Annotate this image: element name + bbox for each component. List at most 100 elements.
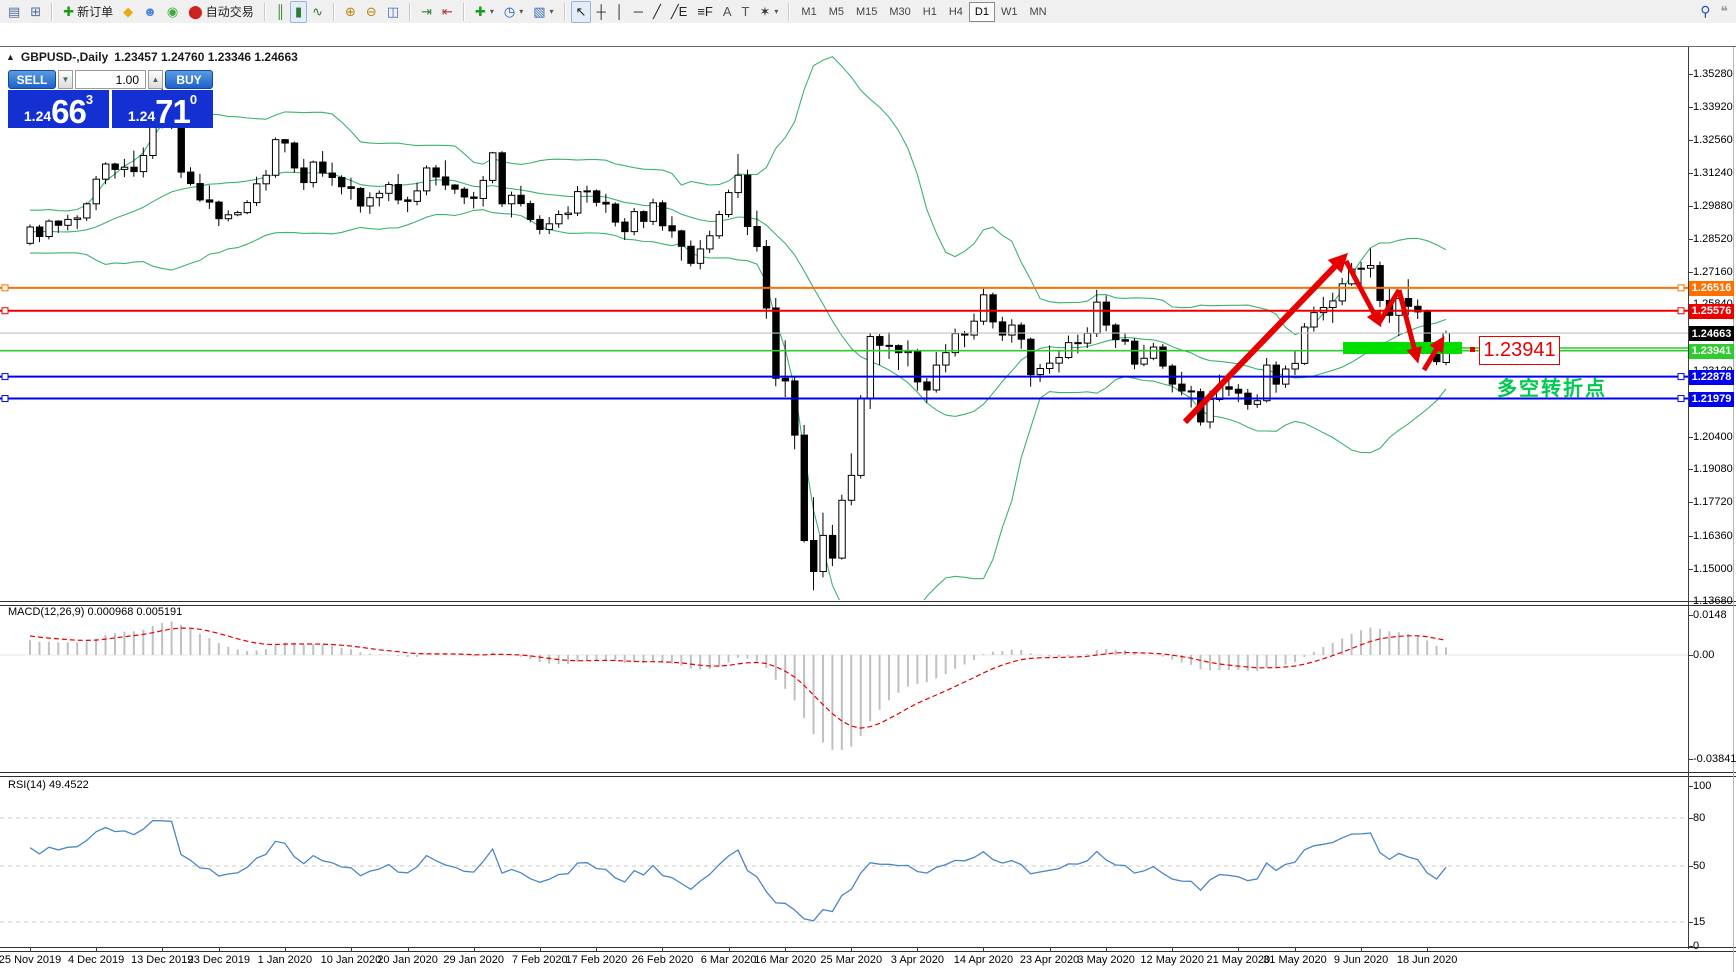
support-level-callout[interactable]: 1.23941 xyxy=(1479,336,1560,365)
candle-body xyxy=(1310,312,1318,328)
date-tick-label: 25 Nov 2019 xyxy=(0,954,62,966)
candle-body xyxy=(545,223,554,230)
candle-body xyxy=(54,220,63,226)
date-tick-label: 12 May 2020 xyxy=(1140,954,1205,966)
macd-tick xyxy=(1689,655,1693,656)
indicators-icon[interactable]: ✚ ▾ xyxy=(470,1,499,23)
buy-price-display[interactable]: 1.24 71 0 xyxy=(112,90,213,128)
zigzag-arrow[interactable] xyxy=(1396,289,1422,364)
candle-body xyxy=(942,352,950,366)
toolbar-separator xyxy=(263,2,266,21)
line-handle[interactable] xyxy=(1677,373,1685,381)
line-handle[interactable] xyxy=(1677,307,1685,315)
candle-body xyxy=(1197,391,1205,423)
text-label-icon[interactable]: T xyxy=(737,1,755,23)
new-order-button[interactable]: ✚ 新订单 xyxy=(58,1,118,23)
timeframe-button-M5[interactable]: M5 xyxy=(828,5,844,18)
zigzag-arrow[interactable] xyxy=(1343,259,1382,328)
timeframe-button-M15[interactable]: M15 xyxy=(855,5,878,18)
metaeditor-icon[interactable]: ◆ xyxy=(118,1,138,23)
market-watch-icon[interactable]: ▤ xyxy=(3,1,25,23)
candle-body xyxy=(1093,301,1101,334)
line-handle[interactable] xyxy=(1,284,9,292)
date-tick-label: 18 Jun 2020 xyxy=(1396,954,1458,966)
sell-price-display[interactable]: 1.24 66 3 xyxy=(8,90,109,128)
date-tick-label: 23 Dec 2019 xyxy=(187,954,250,966)
line-handle[interactable] xyxy=(1677,395,1685,403)
indicators-icon: ✚ xyxy=(474,4,486,19)
chart-candles-icon[interactable]: ▮ xyxy=(289,0,308,23)
timeframe-button-W1[interactable]: W1 xyxy=(1000,5,1018,18)
date-tick-label: 3 May 2020 xyxy=(1077,954,1135,966)
zoom-in-icon[interactable]: ⊕ xyxy=(340,1,361,23)
candle-body xyxy=(300,167,308,184)
candle-body xyxy=(970,320,978,336)
community-user-icon[interactable]: ☻ xyxy=(138,1,162,23)
line-handle[interactable] xyxy=(1,307,9,315)
chart-bars-icon[interactable]: ║ xyxy=(271,1,290,23)
line-handle[interactable] xyxy=(1677,284,1685,292)
zigzag-arrow[interactable] xyxy=(1376,288,1402,325)
timeframe-button-M1[interactable]: M1 xyxy=(801,5,817,18)
trendline-icon[interactable]: ╱ xyxy=(648,1,666,23)
candle-body xyxy=(847,474,856,501)
channel-icon[interactable]: ╱E xyxy=(666,1,693,23)
vline-icon[interactable]: │ xyxy=(611,1,629,23)
buy-button[interactable]: BUY xyxy=(165,70,213,89)
collapse-panel-icon[interactable]: ▲ xyxy=(6,52,15,62)
search-icon[interactable]: ⚲ xyxy=(1700,3,1711,19)
macd-indicator-label: MACD(12,26,9) 0.000968 0.005191 xyxy=(8,606,183,618)
templates-icon-dropdown[interactable]: ▾ xyxy=(549,7,554,16)
shapes-icon[interactable]: ✶ ▾ xyxy=(754,1,783,23)
periods-icon-dropdown[interactable]: ▾ xyxy=(519,7,524,16)
data-window-icon[interactable]: ⊞ xyxy=(25,1,46,23)
crosshair-icon[interactable]: ┼ xyxy=(591,1,610,23)
date-tick-label: 10 Jan 2020 xyxy=(320,954,382,966)
candle-body xyxy=(290,142,299,169)
timeframe-button-H1[interactable]: H1 xyxy=(922,5,937,18)
date-tick-label: 7 Feb 2020 xyxy=(511,954,568,966)
sell-button[interactable]: SELL xyxy=(8,70,56,89)
timeframe-button-M30[interactable]: M30 xyxy=(889,5,911,18)
autotrade-button[interactable]: ⬤ 自动交易 xyxy=(183,1,259,23)
turning-point-note[interactable]: 多空转折点 xyxy=(1497,378,1607,400)
shapes-icon-dropdown[interactable]: ▾ xyxy=(774,7,779,16)
timeframe-button-H4[interactable]: H4 xyxy=(948,5,963,18)
indicators-icon-dropdown[interactable]: ▾ xyxy=(489,7,494,16)
timeframe-button-MN[interactable]: MN xyxy=(1029,5,1047,18)
callout-handle[interactable] xyxy=(1470,347,1475,352)
bounce-arrow[interactable] xyxy=(1421,335,1445,372)
price-axis-border xyxy=(1688,47,1689,949)
chart-top-border xyxy=(0,46,1736,47)
text-icon[interactable]: A xyxy=(718,1,737,23)
periods-icon[interactable]: ◷ ▾ xyxy=(499,1,528,23)
templates-icon[interactable]: ▧ ▾ xyxy=(528,1,558,23)
candle-body xyxy=(526,203,535,220)
trend-arrow-up[interactable] xyxy=(1182,252,1348,425)
line-handle[interactable] xyxy=(1,373,9,381)
volume-input[interactable]: 1.00 xyxy=(75,70,146,89)
hline-icon[interactable]: ─ xyxy=(629,1,648,23)
volume-decrease-button[interactable]: ▼ xyxy=(58,70,73,89)
candle-body xyxy=(1263,364,1271,402)
auto-scroll-icon[interactable]: ⇥ xyxy=(416,1,437,23)
cursor-icon[interactable]: ↖ xyxy=(570,0,592,23)
candle-body xyxy=(375,192,384,199)
fibonacci-icon[interactable]: ≡F xyxy=(692,1,718,23)
chat-icon[interactable]: ❝ xyxy=(1720,3,1728,19)
line-handle[interactable] xyxy=(1,395,9,403)
chart-shift-icon[interactable]: ⇤ xyxy=(437,1,458,23)
timeframe-button-D1[interactable]: D1 xyxy=(968,1,995,22)
tile-windows-icon[interactable]: ◫ xyxy=(382,1,404,23)
pane-separator-rsi[interactable] xyxy=(0,772,1736,777)
signals-icon[interactable]: ◉ xyxy=(162,1,183,23)
auto-scroll-icon: ⇥ xyxy=(421,4,433,19)
volume-increase-button[interactable]: ▲ xyxy=(148,70,163,89)
chart-line-icon[interactable]: ∿ xyxy=(307,1,328,23)
bollinger-band xyxy=(30,209,1447,600)
candle-body xyxy=(1272,364,1280,385)
candle-body xyxy=(791,380,799,436)
price-tick xyxy=(1689,238,1693,240)
zoom-out-icon[interactable]: ⊖ xyxy=(361,1,382,23)
pane-separator-macd[interactable] xyxy=(0,601,1736,606)
